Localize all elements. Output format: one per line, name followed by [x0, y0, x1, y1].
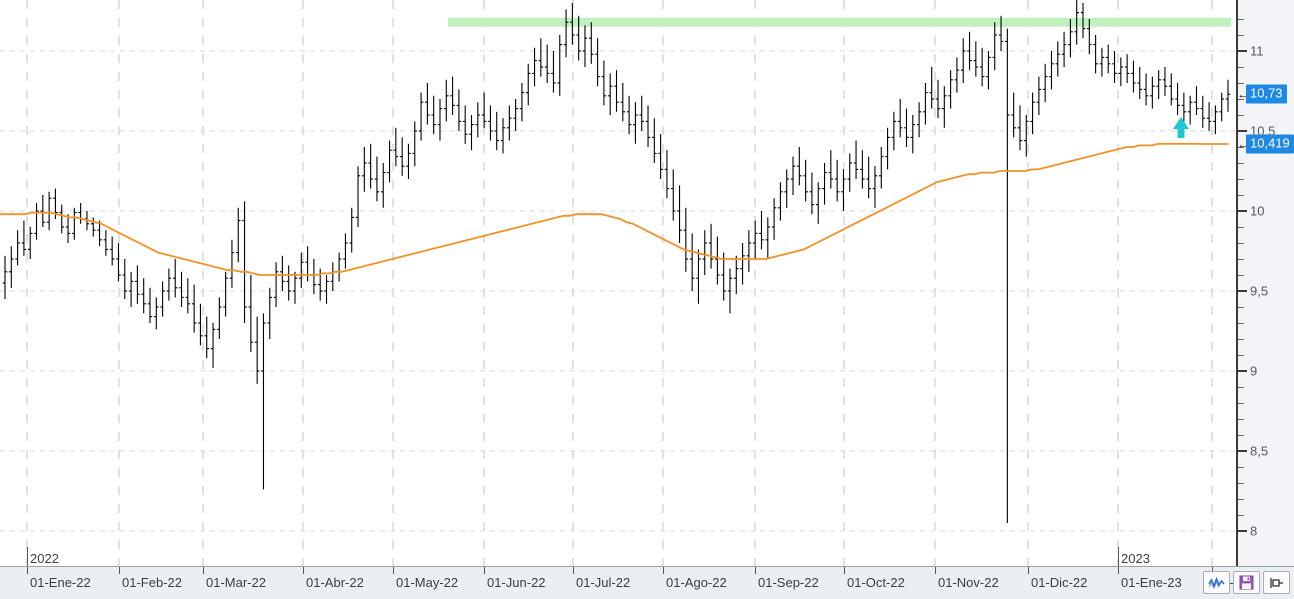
time-tick-label: 01-Sep-22: [758, 575, 819, 590]
time-tick-mark: [119, 567, 120, 574]
time-tick-label: 01-Feb-22: [122, 575, 182, 590]
time-tick-mark: [755, 567, 756, 574]
price-tick-minor: [1238, 467, 1244, 468]
price-tick-minor: [1238, 83, 1244, 84]
price-tick-minor: [1238, 403, 1244, 404]
price-tick-minor: [1238, 99, 1244, 100]
time-axis[interactable]: 01-Ene-22 01-Feb-22 01-Mar-22 01-Abr-22 01-M…: [0, 566, 1294, 599]
horizontal-gridlines: [0, 50, 1236, 532]
price-tick-minor: [1238, 435, 1244, 436]
price-tick-minor: [1238, 483, 1244, 484]
time-tick-label: 01-Dic-22: [1031, 575, 1088, 590]
time-tick-label: 01-Ene-22: [30, 575, 91, 590]
price-tick-major: [1238, 50, 1247, 52]
time-tick-mark: [573, 567, 574, 574]
price-tick-label: 8,5: [1250, 443, 1269, 459]
price-axis[interactable]: 11 10,5 10 9,5 9 8,5 8 ← 10,73 ← 10,419: [1236, 0, 1294, 566]
price-tick-minor: [1238, 35, 1244, 36]
year-label: 2023: [1121, 551, 1150, 566]
chart-canvas: [0, 0, 1236, 566]
price-tick-minor: [1238, 19, 1244, 20]
time-tick-label: 01-Abr-22: [306, 575, 364, 590]
price-tick-minor: [1238, 243, 1244, 244]
time-tick-mark: [27, 567, 28, 574]
price-tick-label: 8: [1250, 523, 1258, 539]
last-price-tag[interactable]: 10,73: [1246, 84, 1287, 104]
chart-plot-area[interactable]: 2022 2023: [0, 0, 1236, 566]
price-tick-minor: [1238, 419, 1244, 420]
resistance-line: [448, 17, 1231, 27]
floppy-save-icon: [1239, 575, 1254, 590]
price-tick-minor: [1238, 147, 1244, 148]
price-tick-minor: [1238, 339, 1244, 340]
price-tick-major: [1238, 290, 1247, 292]
price-tick-major: [1238, 450, 1247, 452]
price-tick-minor: [1238, 195, 1244, 196]
time-tick-mark: [303, 567, 304, 574]
ma-value-tag[interactable]: 10,419: [1246, 134, 1294, 154]
price-tick-minor: [1238, 515, 1244, 516]
year-tick: [1118, 547, 1119, 566]
time-tick-mark: [1118, 567, 1119, 574]
time-tick-label: 01-Jul-22: [576, 575, 631, 590]
time-tick-label: 01-Nov-22: [938, 575, 999, 590]
time-tick-mark: [1028, 567, 1029, 574]
vertical-gridlines: [26, 0, 1213, 566]
pin-button[interactable]: [1263, 571, 1290, 594]
price-tick-major: [1238, 370, 1247, 372]
price-tick-minor: [1238, 323, 1244, 324]
year-tick: [27, 547, 28, 566]
price-tick-major: [1238, 530, 1247, 532]
time-tick-label: 01-Mar-22: [206, 575, 266, 590]
price-tick-minor: [1238, 275, 1244, 276]
price-tick-label: 10: [1250, 203, 1265, 219]
price-tick-label: 9: [1250, 363, 1258, 379]
time-tick-label: 01-Ago-22: [666, 575, 727, 590]
buy-signal-arrow: [1173, 117, 1189, 138]
price-tick-minor: [1238, 227, 1244, 228]
price-tick-label: 11: [1250, 43, 1264, 59]
time-tick-mark: [935, 567, 936, 574]
chart-toolbar: [1199, 566, 1294, 599]
time-tick-mark: [393, 567, 394, 574]
year-label: 2022: [30, 551, 59, 566]
price-tick-minor: [1238, 387, 1244, 388]
price-tick-major: [1238, 130, 1247, 132]
price-tick-minor: [1238, 115, 1244, 116]
time-tick-mark: [484, 567, 485, 574]
time-tick-mark: [663, 567, 664, 574]
save-button[interactable]: [1233, 571, 1260, 594]
price-tick-minor: [1238, 67, 1244, 68]
price-tick-label: 9,5: [1250, 283, 1269, 299]
price-tick-minor: [1238, 355, 1244, 356]
indicator-button[interactable]: [1203, 571, 1230, 594]
price-tick-minor: [1238, 307, 1244, 308]
price-tick-minor: [1238, 179, 1244, 180]
wave-indicator-icon: [1208, 576, 1225, 589]
time-tick-label: 01-May-22: [396, 575, 459, 590]
ohlc-bars: [2, 0, 1231, 523]
price-tick-minor: [1238, 259, 1244, 260]
time-tick-mark: [844, 567, 845, 574]
time-tick-mark: [203, 567, 204, 574]
time-tick-label: 01-Ene-23: [1121, 575, 1182, 590]
time-tick-label: 01-Oct-22: [847, 575, 905, 590]
price-tick-minor: [1238, 163, 1244, 164]
price-tick-minor: [1238, 499, 1244, 500]
time-tick-mark: [1212, 567, 1213, 574]
pin-icon: [1269, 577, 1283, 588]
time-tick-label: 01-Jun-22: [487, 575, 546, 590]
price-tick-major: [1238, 210, 1247, 212]
moving-average-line: [0, 142, 1229, 276]
